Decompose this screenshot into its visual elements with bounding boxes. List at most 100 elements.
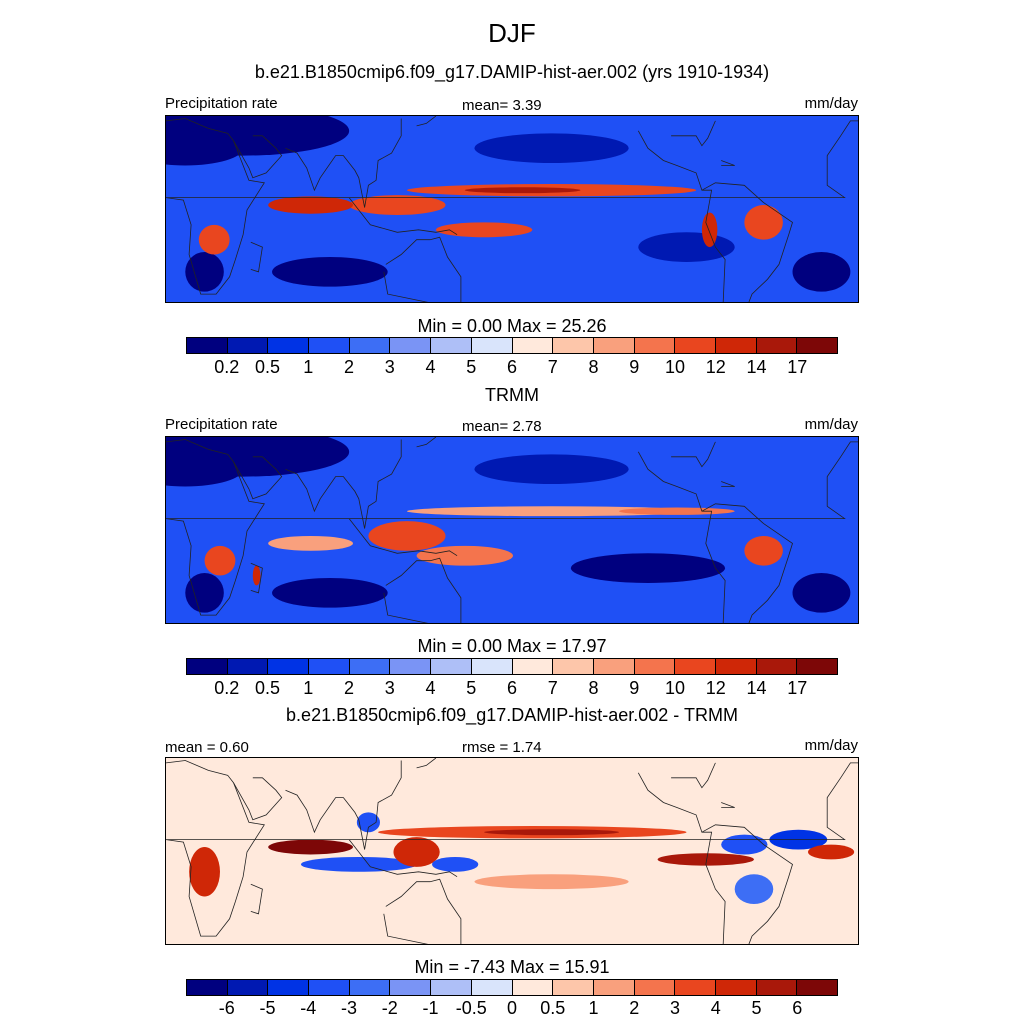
colorbar-tick-label: -4 (300, 998, 317, 1018)
panel-2-map (165, 436, 859, 624)
field-contour-10 (416, 545, 513, 566)
coastline-10 (721, 160, 735, 166)
panel-3-units-label: mm/day (804, 737, 858, 754)
colorbar-tick-label: 6 (506, 678, 518, 698)
field-contour-3 (272, 257, 388, 287)
coastline-8 (701, 824, 793, 944)
coastline-7 (637, 772, 726, 944)
coastline-1 (250, 562, 263, 594)
colorbar-tick-label: 4 (425, 678, 436, 698)
field-contour-5 (792, 252, 851, 292)
colorbar-tick-label: 9 (629, 357, 640, 377)
colorbar-box-4 (349, 980, 391, 995)
field-contour-6 (432, 856, 479, 872)
field-contour-3 (300, 856, 417, 872)
panel-1-min-max: Min = 0.00 Max = 25.26 (417, 316, 607, 336)
panel-2-colorbar-ticks: 0.2 0.5 1 2 3 4 5 6 7 8 9 10 12 14 17 (186, 678, 838, 700)
field-contour-12 (744, 205, 783, 240)
coastline-0 (166, 118, 858, 295)
panel-1-units-label: mm/day (804, 95, 858, 112)
colorbar-tick-label: 5 (751, 998, 762, 1018)
colorbar-tick-label: -6 (218, 998, 235, 1018)
field-contour-1 (166, 130, 244, 166)
panel-3-field-svg (166, 758, 858, 944)
colorbar-tick-label: 0.5 (540, 998, 566, 1018)
colorbar-tick-label: 10 (664, 357, 686, 377)
coastline-7 (637, 451, 726, 623)
colorbar-box-14 (756, 980, 798, 995)
field-contour-12 (744, 535, 783, 566)
colorbar-box-8 (512, 980, 554, 995)
coastline-10 (721, 802, 735, 808)
colorbar-box-14 (756, 659, 798, 674)
field-contour-1 (166, 451, 244, 487)
coastline-3 (285, 760, 402, 850)
panel-1-mean-label: mean= 3.39 (462, 97, 542, 114)
colorbar-box-3 (309, 659, 350, 674)
colorbar-box-9 (553, 338, 594, 353)
panel-3-rmse-label: rmse = 1.74 (462, 739, 542, 756)
colorbar-tick-label: -3 (340, 998, 358, 1018)
coastline-6 (416, 758, 437, 769)
coastline-6 (416, 116, 437, 127)
panel-2-units-label: mm/day (804, 416, 858, 433)
colorbar-tick-label: 6 (506, 357, 518, 377)
field-contour-6 (638, 232, 735, 262)
field-contour-8 (619, 507, 735, 515)
colorbar-tick-label: 17 (787, 678, 808, 698)
colorbar-tick-label: 6 (792, 998, 803, 1018)
colorbar-tick-label: 12 (705, 357, 726, 377)
panel-2-colorbar (186, 658, 838, 675)
colorbar-box-12 (675, 659, 716, 674)
colorbar-tick-label: 2 (629, 998, 640, 1018)
panel-1-variable-label: Precipitation rate (165, 95, 278, 112)
colorbar-box-10 (593, 338, 635, 353)
coastline-2 (233, 135, 283, 179)
colorbar-box-7 (471, 980, 513, 995)
coastline-6 (416, 437, 437, 448)
panel-2-variable-label: Precipitation rate (165, 416, 278, 433)
colorbar-tick-label: 8 (588, 678, 599, 698)
panel-1-field-svg (166, 116, 858, 302)
panel-3-colorbar (186, 979, 838, 996)
field-contour-3 (272, 578, 388, 608)
panel-3-mean-label: mean = 0.60 (165, 739, 249, 756)
colorbar-tick-label: 0 (506, 998, 518, 1018)
field-contour-14 (701, 212, 718, 248)
colorbar-box-4 (349, 338, 391, 353)
colorbar-box-6 (431, 338, 472, 353)
field-contour-11 (435, 222, 533, 238)
colorbar-box-11 (634, 659, 676, 674)
colorbar-box-3 (309, 980, 350, 995)
panel-2-field-svg (166, 437, 858, 623)
field-contour-11 (268, 535, 353, 551)
field-contour-13 (807, 844, 855, 860)
coastline-10 (721, 481, 735, 487)
colorbar-box-15 (797, 659, 837, 674)
page-title: DJF (488, 18, 536, 48)
colorbar-box-2 (268, 980, 310, 995)
colorbar-box-14 (756, 338, 798, 353)
colorbar-box-2 (268, 338, 310, 353)
panel-1-title: b.e21.B1850cmip6.f09_g17.DAMIP-hist-aer.… (254, 62, 770, 82)
panel-1-colorbar (186, 337, 838, 354)
colorbar-tick-label: 5 (466, 357, 477, 377)
colorbar-tick-label: 0.2 (214, 357, 240, 377)
colorbar-box-7 (471, 659, 513, 674)
colorbar-tick-label: 5 (466, 678, 477, 698)
coastline-9 (671, 762, 716, 789)
colorbar-tick-label: 0.2 (214, 678, 240, 698)
field-contour-2 (268, 839, 353, 855)
coastline-1 (250, 241, 263, 273)
field-contour-13 (198, 224, 230, 255)
field-contour-14 (252, 565, 261, 586)
colorbar-box-4 (349, 659, 391, 674)
coastline-0 (166, 439, 858, 616)
colorbar-box-3 (309, 338, 350, 353)
field-contour-8 (464, 187, 581, 194)
field-contour-4 (185, 573, 224, 613)
colorbar-box-5 (390, 980, 432, 995)
colorbar-tick-label: 3 (384, 357, 395, 377)
field-contour-5 (570, 553, 726, 583)
field-contour-10 (734, 874, 774, 904)
